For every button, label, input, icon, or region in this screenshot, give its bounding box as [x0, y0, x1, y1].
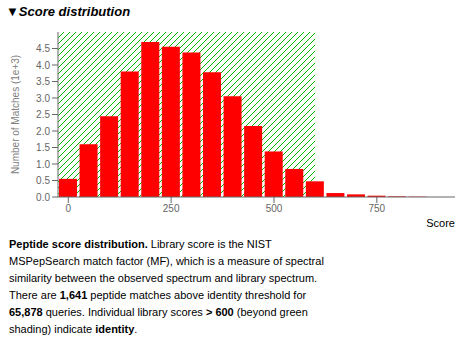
- html-text:Score: Score: [426, 217, 455, 229]
- svg-text:500: 500: [266, 203, 283, 214]
- html-text:similarity between the observe: similarity between the observed spectrum…: [9, 272, 318, 284]
- html-text:65,878 queries. Individual lib: 65,878 queries. Individual library score…: [9, 306, 308, 318]
- svg-text:750: 750: [368, 203, 385, 214]
- svg-text:Number of Matches (1e+3): Number of Matches (1e+3): [10, 55, 21, 174]
- html-text:MSPepSearch match factor (MF),: MSPepSearch match factor (MF), which is …: [9, 255, 324, 267]
- svg-text:4.5: 4.5: [36, 43, 50, 54]
- svg-text:2.5: 2.5: [36, 109, 50, 120]
- html-text:Peptide score distribution. Li: Peptide score distribution. Library scor…: [9, 238, 272, 250]
- svg-text:3.5: 3.5: [36, 76, 50, 87]
- html-text:▼Score distribution: ▼Score distribution: [6, 4, 131, 19]
- svg-text:4.0: 4.0: [36, 60, 50, 71]
- svg-text:250: 250: [163, 203, 180, 214]
- svg-text:0.0: 0.0: [36, 192, 50, 203]
- svg-text:1.0: 1.0: [36, 159, 50, 170]
- svg-text:3.0: 3.0: [36, 93, 50, 104]
- svg-text:0: 0: [66, 203, 72, 214]
- svg-text:1.5: 1.5: [36, 142, 50, 153]
- html-text:There are 1,641 peptide matche: There are 1,641 peptide matches above id…: [9, 289, 307, 301]
- svg-text:0.5: 0.5: [36, 175, 50, 186]
- html-text:shading) indicate identity.: shading) indicate identity.: [9, 323, 138, 335]
- svg-text:2.0: 2.0: [36, 126, 50, 137]
